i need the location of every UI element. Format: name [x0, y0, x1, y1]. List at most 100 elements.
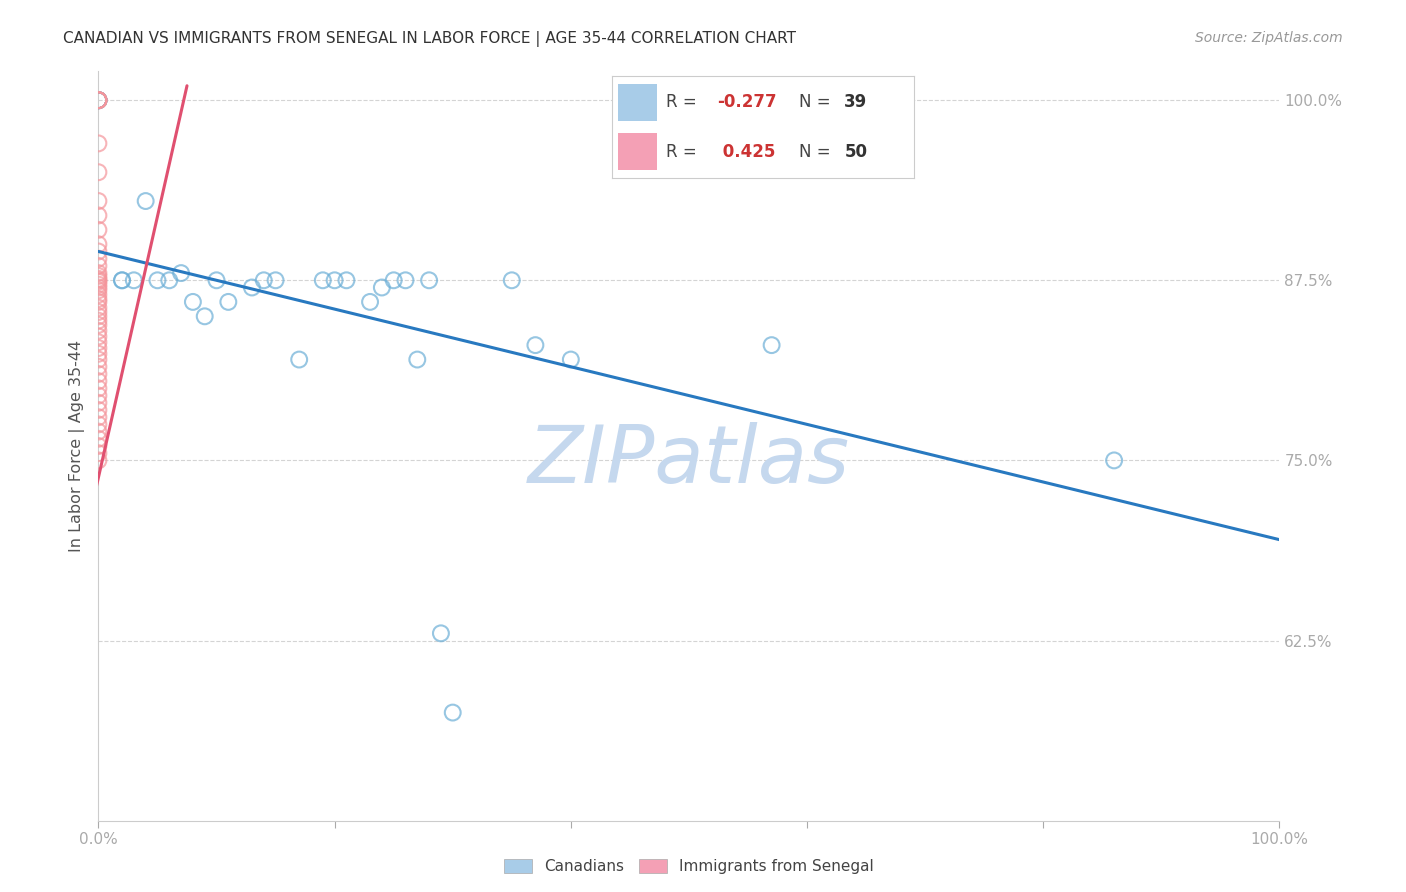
- Point: [87, 93, 110, 107]
- Text: 39: 39: [845, 94, 868, 112]
- Point: [87, 329, 110, 343]
- Point: [87, 439, 110, 453]
- Point: [87, 136, 110, 151]
- FancyBboxPatch shape: [617, 84, 657, 121]
- Point: [205, 273, 228, 287]
- FancyBboxPatch shape: [617, 133, 657, 170]
- Point: [87, 287, 110, 301]
- Point: [181, 294, 204, 309]
- Point: [87, 347, 110, 361]
- Text: N =: N =: [799, 94, 837, 112]
- Point: [87, 284, 110, 298]
- Text: Source: ZipAtlas.com: Source: ZipAtlas.com: [1195, 31, 1343, 45]
- Point: [524, 338, 547, 352]
- Point: [501, 273, 523, 287]
- Point: [560, 352, 582, 367]
- Point: [335, 273, 357, 287]
- Point: [359, 294, 381, 309]
- Point: [87, 294, 110, 309]
- Point: [135, 194, 157, 208]
- Point: [87, 425, 110, 439]
- Point: [87, 275, 110, 289]
- Point: [87, 446, 110, 460]
- Point: [87, 93, 110, 107]
- Point: [87, 165, 110, 179]
- Point: [87, 273, 110, 287]
- Text: 50: 50: [845, 143, 868, 161]
- Point: [87, 305, 110, 319]
- Point: [441, 706, 464, 720]
- Text: -0.277: -0.277: [717, 94, 778, 112]
- Point: [1102, 453, 1125, 467]
- Point: [264, 273, 287, 287]
- Point: [87, 272, 110, 286]
- Point: [217, 294, 239, 309]
- Point: [240, 280, 263, 294]
- Point: [87, 301, 110, 315]
- Point: [87, 223, 110, 237]
- Point: [87, 93, 110, 107]
- Point: [371, 280, 394, 294]
- Point: [87, 359, 110, 374]
- Point: [87, 280, 110, 294]
- Point: [87, 93, 110, 107]
- Point: [111, 273, 134, 287]
- Point: [87, 310, 110, 324]
- Point: [87, 324, 110, 338]
- Point: [87, 335, 110, 350]
- Point: [253, 273, 276, 287]
- Point: [87, 93, 110, 107]
- Point: [170, 266, 193, 280]
- Point: [323, 273, 346, 287]
- Point: [87, 93, 110, 107]
- Point: [87, 252, 110, 266]
- Point: [406, 352, 429, 367]
- Point: [288, 352, 311, 367]
- Point: [87, 194, 110, 208]
- Point: [87, 374, 110, 388]
- Point: [87, 432, 110, 446]
- Point: [87, 403, 110, 417]
- Text: 0.425: 0.425: [717, 143, 776, 161]
- Y-axis label: In Labor Force | Age 35-44: In Labor Force | Age 35-44: [69, 340, 84, 552]
- Point: [87, 292, 110, 306]
- Text: ZIPatlas: ZIPatlas: [527, 422, 851, 500]
- Point: [87, 93, 110, 107]
- Point: [87, 318, 110, 332]
- Point: [87, 341, 110, 355]
- Point: [87, 93, 110, 107]
- Point: [87, 259, 110, 273]
- Text: CANADIAN VS IMMIGRANTS FROM SENEGAL IN LABOR FORCE | AGE 35-44 CORRELATION CHART: CANADIAN VS IMMIGRANTS FROM SENEGAL IN L…: [63, 31, 796, 47]
- Point: [312, 273, 335, 287]
- Point: [87, 367, 110, 381]
- Point: [87, 237, 110, 252]
- Point: [122, 273, 145, 287]
- Point: [761, 338, 783, 352]
- Point: [87, 93, 110, 107]
- Point: [87, 453, 110, 467]
- Point: [87, 93, 110, 107]
- Point: [87, 266, 110, 280]
- Point: [87, 93, 110, 107]
- Point: [87, 381, 110, 395]
- Text: R =: R =: [666, 143, 702, 161]
- Legend: Canadians, Immigrants from Senegal: Canadians, Immigrants from Senegal: [498, 853, 880, 880]
- Point: [194, 310, 217, 324]
- Point: [87, 388, 110, 402]
- Point: [394, 273, 416, 287]
- Point: [111, 273, 134, 287]
- Point: [87, 244, 110, 259]
- Text: N =: N =: [799, 143, 837, 161]
- Point: [157, 273, 180, 287]
- Text: R =: R =: [666, 94, 702, 112]
- Point: [146, 273, 169, 287]
- Point: [87, 313, 110, 327]
- Point: [430, 626, 453, 640]
- Point: [87, 417, 110, 432]
- Point: [87, 268, 110, 283]
- Point: [87, 396, 110, 410]
- Point: [382, 273, 405, 287]
- Point: [418, 273, 440, 287]
- Point: [87, 410, 110, 425]
- Point: [87, 352, 110, 367]
